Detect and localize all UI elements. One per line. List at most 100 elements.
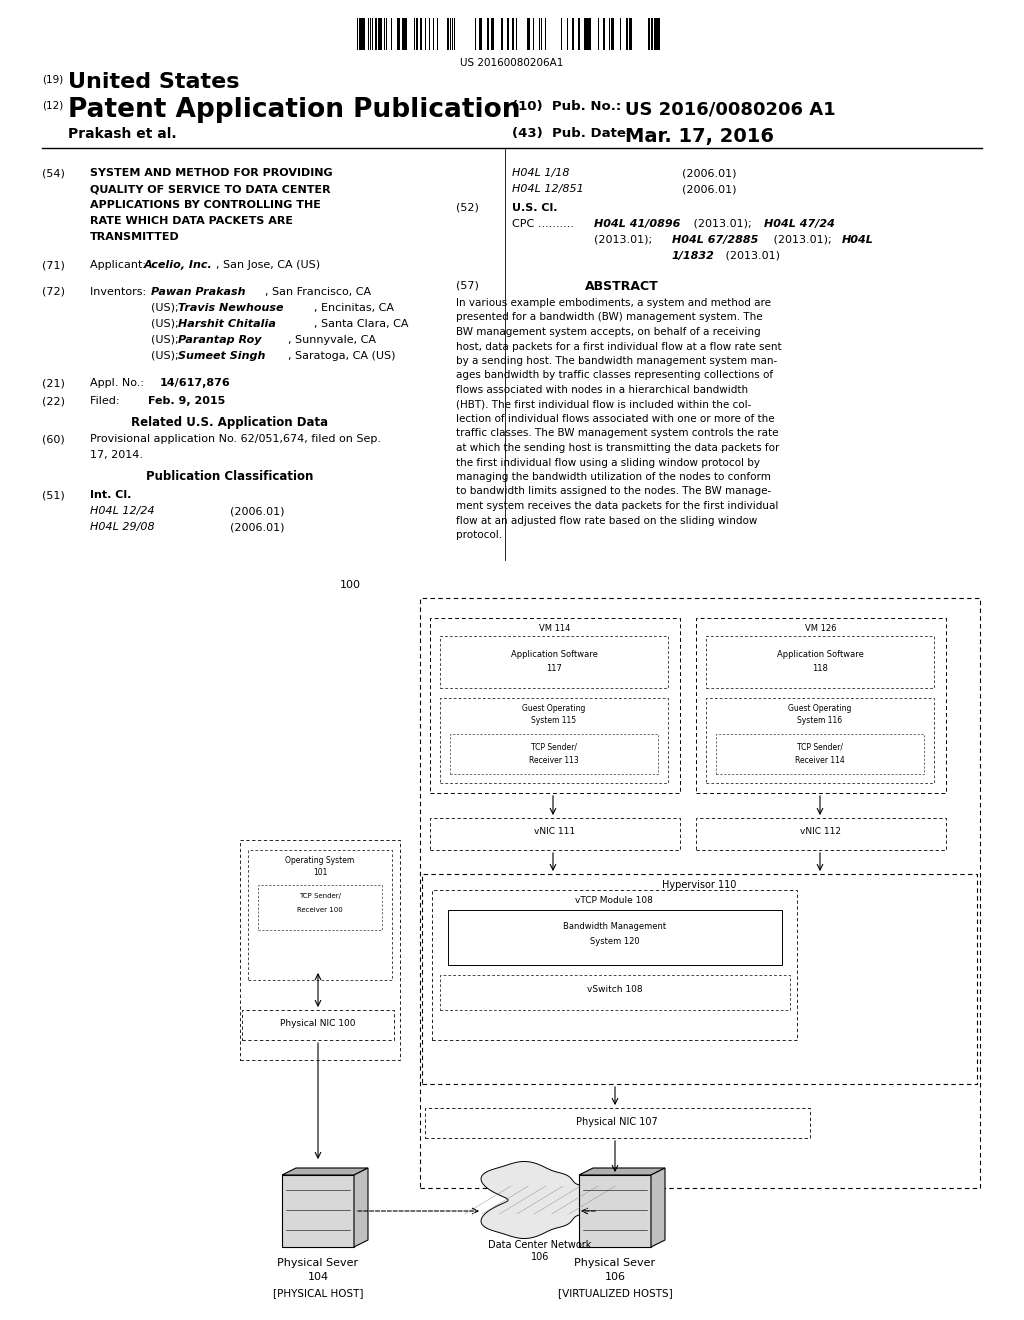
Text: lection of individual flows associated with one or more of the: lection of individual flows associated w… <box>456 414 774 424</box>
Text: (60): (60) <box>42 434 65 444</box>
Bar <box>651 18 653 50</box>
Text: flows associated with nodes in a hierarchical bandwidth: flows associated with nodes in a hierarc… <box>456 385 749 395</box>
Text: VM 114: VM 114 <box>540 624 570 634</box>
Text: H04L 1/18: H04L 1/18 <box>512 168 569 178</box>
Bar <box>404 18 407 50</box>
Text: ABSTRACT: ABSTRACT <box>585 280 658 293</box>
Bar <box>527 18 530 50</box>
Text: 101: 101 <box>312 869 328 876</box>
Bar <box>490 18 493 50</box>
Text: , Santa Clara, CA: , Santa Clara, CA <box>314 319 409 329</box>
Text: (71): (71) <box>42 260 65 271</box>
Text: , Encinitas, CA: , Encinitas, CA <box>314 304 394 313</box>
Text: by a sending host. The bandwidth management system man-: by a sending host. The bandwidth managem… <box>456 356 777 366</box>
Text: (2006.01): (2006.01) <box>230 506 285 516</box>
Text: U.S. Cl.: U.S. Cl. <box>512 203 557 213</box>
Text: protocol.: protocol. <box>456 531 502 540</box>
Text: SYSTEM AND METHOD FOR PROVIDING: SYSTEM AND METHOD FOR PROVIDING <box>90 168 333 178</box>
Polygon shape <box>354 1168 368 1247</box>
Bar <box>578 18 580 50</box>
Text: QUALITY OF SERVICE TO DATA CENTER: QUALITY OF SERVICE TO DATA CENTER <box>90 183 331 194</box>
Text: Acelio, Inc.: Acelio, Inc. <box>144 260 213 271</box>
Text: vNIC 112: vNIC 112 <box>801 828 842 836</box>
Text: flow at an adjusted flow rate based on the sliding window: flow at an adjusted flow rate based on t… <box>456 516 758 525</box>
Bar <box>425 1107 810 1138</box>
Bar <box>450 734 658 774</box>
Text: 104: 104 <box>307 1272 329 1282</box>
Bar <box>416 18 418 50</box>
Bar <box>440 975 790 1010</box>
Text: at which the sending host is transmitting the data packets for: at which the sending host is transmittin… <box>456 444 779 453</box>
Text: H04L 67/2885: H04L 67/2885 <box>672 235 759 246</box>
Text: H04L: H04L <box>842 235 873 246</box>
Text: H04L 12/24: H04L 12/24 <box>90 506 155 516</box>
Bar <box>362 18 365 50</box>
Text: the first individual flow using a sliding window protocol by: the first individual flow using a slidin… <box>456 458 760 467</box>
Text: Related U.S. Application Data: Related U.S. Application Data <box>131 416 329 429</box>
Bar <box>432 890 797 1040</box>
Bar <box>629 18 632 50</box>
Text: Guest Operating: Guest Operating <box>788 704 852 713</box>
Text: H04L 41/0896: H04L 41/0896 <box>594 219 680 228</box>
Bar <box>648 18 650 50</box>
Text: 17, 2014.: 17, 2014. <box>90 450 143 459</box>
Bar <box>402 18 404 50</box>
Text: VM 126: VM 126 <box>805 624 837 634</box>
Text: Applicant:: Applicant: <box>90 260 153 271</box>
Text: Physical NIC 107: Physical NIC 107 <box>577 1117 657 1127</box>
Text: US 2016/0080206 A1: US 2016/0080206 A1 <box>625 100 836 117</box>
Text: H04L 47/24: H04L 47/24 <box>764 219 835 228</box>
Bar <box>420 598 980 1188</box>
Text: System 116: System 116 <box>798 715 843 725</box>
Text: Int. Cl.: Int. Cl. <box>90 490 131 500</box>
Bar <box>240 840 400 1060</box>
Bar <box>706 636 934 688</box>
Text: traffic classes. The BW management system controls the rate: traffic classes. The BW management syste… <box>456 429 778 438</box>
Bar <box>440 636 668 688</box>
Text: APPLICATIONS BY CONTROLLING THE: APPLICATIONS BY CONTROLLING THE <box>90 201 321 210</box>
Text: 14/617,876: 14/617,876 <box>160 378 230 388</box>
Bar <box>501 18 503 50</box>
Text: Physical Sever: Physical Sever <box>574 1258 655 1269</box>
Text: Receiver 114: Receiver 114 <box>795 756 845 766</box>
Text: (HBT). The first individual flow is included within the col-: (HBT). The first individual flow is incl… <box>456 400 752 409</box>
Text: (51): (51) <box>42 490 65 500</box>
Text: (2006.01): (2006.01) <box>682 183 736 194</box>
Text: Sumeet Singh: Sumeet Singh <box>178 351 265 360</box>
Text: managing the bandwidth utilization of the nodes to conform: managing the bandwidth utilization of th… <box>456 473 771 482</box>
Text: Provisional application No. 62/051,674, filed on Sep.: Provisional application No. 62/051,674, … <box>90 434 381 444</box>
Bar <box>440 698 668 783</box>
Text: (2006.01): (2006.01) <box>230 521 285 532</box>
Text: (22): (22) <box>42 396 65 407</box>
Text: to bandwidth limits assigned to the nodes. The BW manage-: to bandwidth limits assigned to the node… <box>456 487 771 496</box>
Text: TCP Sender/: TCP Sender/ <box>797 742 843 751</box>
Text: vTCP Module 108: vTCP Module 108 <box>575 896 653 906</box>
Text: , San Jose, CA (US): , San Jose, CA (US) <box>216 260 321 271</box>
Text: presented for a bandwidth (BW) management system. The: presented for a bandwidth (BW) managemen… <box>456 313 763 322</box>
Text: Data Center Network: Data Center Network <box>488 1239 592 1250</box>
Text: Application Software: Application Software <box>511 649 597 659</box>
Bar <box>258 884 382 931</box>
Bar <box>422 874 977 1084</box>
Text: Inventors:: Inventors: <box>90 286 154 297</box>
Bar <box>588 18 591 50</box>
Text: Bandwidth Management: Bandwidth Management <box>563 921 667 931</box>
Text: (US);: (US); <box>151 335 185 345</box>
Text: (2013.01);: (2013.01); <box>690 219 755 228</box>
Text: 118: 118 <box>812 664 828 673</box>
Bar <box>656 18 659 50</box>
Text: vNIC 111: vNIC 111 <box>535 828 575 836</box>
Bar <box>248 850 392 979</box>
Text: Parantap Roy: Parantap Roy <box>178 335 261 345</box>
Bar <box>706 698 934 783</box>
Text: (US);: (US); <box>151 351 185 360</box>
Bar <box>611 18 613 50</box>
Text: (2013.01): (2013.01) <box>722 251 780 261</box>
Bar <box>626 18 628 50</box>
Text: Feb. 9, 2015: Feb. 9, 2015 <box>148 396 225 407</box>
Text: Prakash et al.: Prakash et al. <box>68 127 176 141</box>
Text: vSwitch 108: vSwitch 108 <box>587 985 643 994</box>
Bar <box>359 18 361 50</box>
Text: United States: United States <box>68 73 240 92</box>
Bar <box>696 618 946 793</box>
